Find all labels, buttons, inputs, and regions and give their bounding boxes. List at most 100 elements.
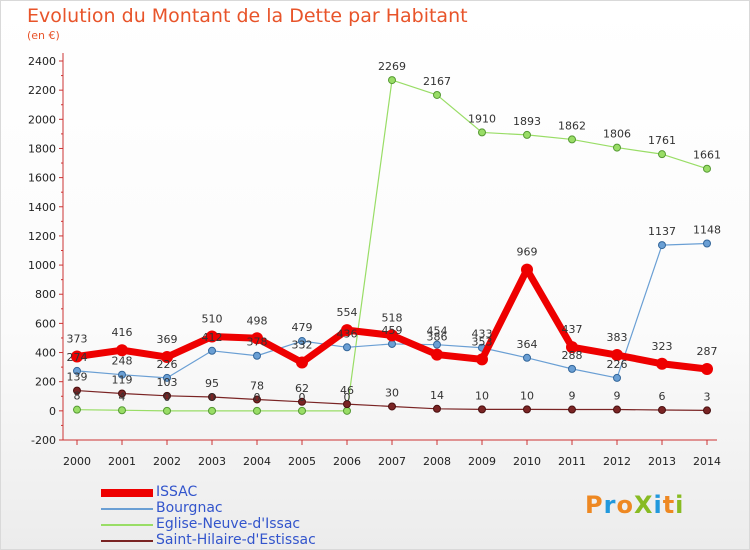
data-label: 373 <box>67 332 88 345</box>
x-tick-label: 2002 <box>153 455 181 468</box>
logo-letter: i <box>653 491 663 519</box>
data-label: 386 <box>427 331 448 344</box>
data-label: 9 <box>614 390 621 403</box>
logo-letter: o <box>616 491 634 519</box>
data-label: 1862 <box>558 119 586 132</box>
x-tick-label: 2010 <box>513 455 541 468</box>
data-label: 459 <box>382 324 403 337</box>
legend-item: Bourgnac <box>101 500 361 517</box>
data-point <box>521 263 533 276</box>
data-point <box>433 404 441 413</box>
data-point <box>478 128 486 137</box>
data-label: 14 <box>430 389 444 402</box>
data-point <box>388 402 396 411</box>
data-label: 364 <box>517 338 538 351</box>
legend-label: Saint-Hilaire-d'Estissac <box>156 532 316 548</box>
data-point <box>343 400 351 409</box>
data-point <box>298 337 306 346</box>
legend-item: Saint-Hilaire-d'Estissac <box>101 532 361 549</box>
x-tick-label: 2011 <box>558 455 586 468</box>
chart-title: Evolution du Montant de la Dette par Hab… <box>27 5 468 27</box>
data-label: 46 <box>340 384 354 397</box>
data-point <box>118 370 126 379</box>
data-point <box>523 405 531 414</box>
x-tick-label: 2009 <box>468 455 496 468</box>
data-point <box>71 350 83 363</box>
data-label: 437 <box>562 323 583 336</box>
y-tick-label: 1800 <box>28 142 56 155</box>
data-point <box>433 90 441 99</box>
data-label: 433 <box>472 328 493 341</box>
data-point <box>343 406 351 415</box>
data-label: 2269 <box>378 60 406 73</box>
data-label: 1761 <box>648 134 676 147</box>
data-point <box>476 353 488 366</box>
data-point <box>386 329 398 342</box>
y-tick-label: 2400 <box>28 55 56 68</box>
logo-letter: t <box>662 491 676 519</box>
proxiti-logo: ProXiti <box>585 491 684 519</box>
y-tick-label: 1000 <box>28 259 56 272</box>
data-label: 30 <box>385 386 399 399</box>
data-label: 9 <box>569 390 576 403</box>
data-point <box>298 406 306 415</box>
x-tick-label: 2003 <box>198 455 226 468</box>
data-point <box>208 346 216 355</box>
legend-swatch <box>101 508 153 510</box>
x-tick-label: 2000 <box>63 455 91 468</box>
data-label: 226 <box>157 358 178 371</box>
data-point <box>73 405 81 414</box>
x-tick-label: 2004 <box>243 455 271 468</box>
x-tick-label: 2007 <box>378 455 406 468</box>
data-point <box>73 386 81 395</box>
data-label: 498 <box>247 314 268 327</box>
data-point <box>656 357 668 370</box>
data-label: 1137 <box>648 225 676 238</box>
legend-label: ISSAC <box>156 484 198 500</box>
data-label: 369 <box>157 333 178 346</box>
legend-swatch <box>101 540 153 542</box>
legend-item: Eglise-Neuve-d'Issac <box>101 516 361 533</box>
data-point <box>118 389 126 398</box>
data-point <box>613 373 621 382</box>
data-label: 353 <box>472 335 493 348</box>
data-point <box>431 348 443 361</box>
x-tick-label: 2013 <box>648 455 676 468</box>
data-label: 10 <box>520 389 534 402</box>
data-point <box>703 164 711 173</box>
data-point <box>568 405 576 414</box>
data-label: 248 <box>112 355 133 368</box>
data-label: 103 <box>157 376 178 389</box>
y-tick-label: 1200 <box>28 230 56 243</box>
data-label: 454 <box>427 325 448 338</box>
y-tick-label: 1600 <box>28 172 56 185</box>
data-label: 10 <box>475 389 489 402</box>
x-tick-label: 2001 <box>108 455 136 468</box>
data-point <box>253 351 261 360</box>
data-label: 78 <box>250 379 264 392</box>
data-label: 0 <box>209 391 216 404</box>
data-label: 119 <box>112 373 133 386</box>
series-1 <box>73 239 711 382</box>
data-label: 0 <box>164 391 171 404</box>
data-label: 95 <box>205 377 219 390</box>
y-tick-label: 400 <box>35 347 56 360</box>
data-label: 1893 <box>513 115 541 128</box>
data-label: 332 <box>292 338 313 351</box>
data-label: 8 <box>74 390 81 403</box>
y-tick-label: 800 <box>35 288 56 301</box>
data-label: 554 <box>337 306 358 319</box>
data-label: 1661 <box>693 149 721 162</box>
data-point <box>251 332 263 345</box>
y-tick-label: 2000 <box>28 113 56 126</box>
data-label: 323 <box>652 340 673 353</box>
data-point <box>296 356 308 369</box>
data-label: 510 <box>202 313 223 326</box>
legend-label: Eglise-Neuve-d'Issac <box>156 516 301 532</box>
data-label: 416 <box>112 326 133 339</box>
x-tick-label: 2014 <box>693 455 721 468</box>
data-point <box>163 406 171 415</box>
data-label: 6 <box>659 390 666 403</box>
